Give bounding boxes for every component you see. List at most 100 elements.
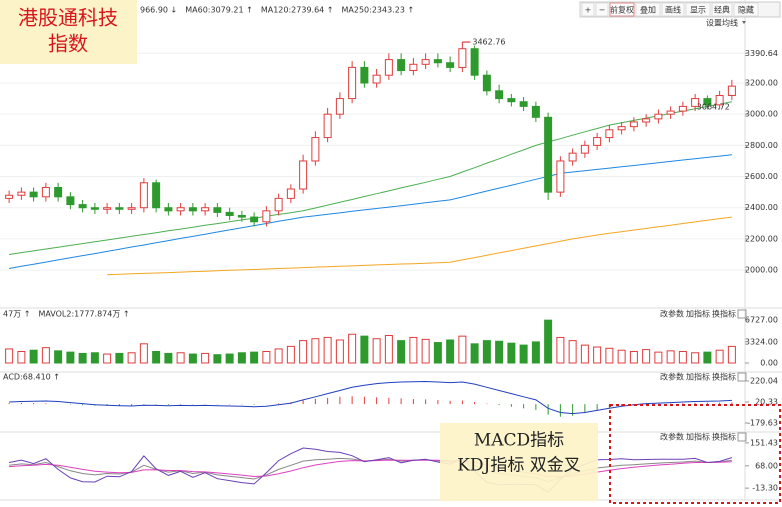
candle-body xyxy=(29,191,38,198)
toolbar-label[interactable]: 经典 xyxy=(714,5,730,15)
panel-button[interactable]: 加指标 xyxy=(686,372,710,382)
toolbar-button[interactable] xyxy=(581,2,595,17)
y-tick-label: 0.00 xyxy=(760,359,778,368)
volume-bar xyxy=(152,350,161,364)
volume-bar xyxy=(90,352,99,364)
toolbar-button[interactable] xyxy=(661,2,685,17)
y-tick-label: 2200.00 xyxy=(745,234,778,243)
candle-body xyxy=(642,118,651,123)
y-tick-label: 2800.00 xyxy=(745,141,778,150)
candle-body xyxy=(139,182,148,209)
volume-bar xyxy=(715,349,724,364)
candle-body xyxy=(348,66,357,100)
close-button[interactable] xyxy=(737,309,747,319)
volume-bar xyxy=(188,353,197,364)
last-label: 3064.72 xyxy=(697,102,730,111)
volume-bar xyxy=(311,338,320,364)
toolbar-button[interactable] xyxy=(711,2,733,17)
candle-body xyxy=(654,113,663,120)
y-tick-label: 3390.64 xyxy=(745,49,778,58)
toolbar-button[interactable] xyxy=(595,2,609,17)
candle-body xyxy=(66,196,75,206)
note-callout-box xyxy=(440,423,598,501)
volume-bar xyxy=(409,336,418,364)
volume-bar xyxy=(360,335,369,364)
candle-body xyxy=(691,98,700,107)
volume-bar xyxy=(274,348,283,364)
max-label: 3462.76 xyxy=(472,38,505,47)
toolbar-button[interactable] xyxy=(685,2,711,17)
volume-bar xyxy=(225,353,234,364)
volume-bar xyxy=(54,350,63,364)
volume-bar xyxy=(470,343,479,364)
candle-body xyxy=(531,105,540,118)
volume-bar xyxy=(348,333,357,364)
ma-settings[interactable]: 设置均线 xyxy=(706,18,738,28)
note-callout: MACD指标 xyxy=(474,431,564,451)
volume-bar xyxy=(103,353,112,364)
volume-bar xyxy=(458,335,467,364)
volume-bar xyxy=(507,342,516,364)
candle-body xyxy=(237,215,246,218)
candle-body xyxy=(482,74,491,92)
toolbar-label[interactable]: 画线 xyxy=(665,5,681,15)
candle-body xyxy=(495,90,504,100)
toolbar-label[interactable]: − xyxy=(599,6,606,15)
legend-entry: MA250:2343.23 ↑ xyxy=(342,6,415,15)
volume-bar xyxy=(654,351,663,364)
close-button[interactable] xyxy=(737,372,747,382)
panel-button[interactable]: 改参数 xyxy=(660,432,684,442)
toolbar-button[interactable] xyxy=(635,2,661,17)
panel-button[interactable]: 换指标 xyxy=(712,309,736,319)
volume-bar xyxy=(397,340,406,364)
volume-bar xyxy=(323,336,332,364)
volume-bar xyxy=(17,350,26,364)
y-tick-label: 3200.00 xyxy=(745,79,778,88)
volume-bar xyxy=(372,338,381,364)
indicator-line xyxy=(9,380,732,415)
y-tick-label: 3324.00 xyxy=(745,337,778,346)
volume-bar xyxy=(446,339,455,364)
toolbar-button[interactable] xyxy=(733,2,759,17)
candle-body xyxy=(323,113,332,139)
candle-body xyxy=(262,210,271,223)
candle-body xyxy=(421,59,430,65)
candle-body xyxy=(103,207,112,210)
toolbar-label[interactable]: 隐藏 xyxy=(738,5,754,15)
y-tick-label: 2600.00 xyxy=(745,172,778,181)
volume-bar xyxy=(29,349,38,364)
panel-button[interactable]: 换指标 xyxy=(712,432,736,442)
candle-body xyxy=(115,207,124,210)
toolbar-label[interactable]: + xyxy=(585,6,592,15)
candle-body xyxy=(617,126,626,131)
toolbar-label[interactable]: 显示 xyxy=(690,6,706,15)
volume-bar xyxy=(568,340,577,364)
volume-bar xyxy=(544,319,553,364)
y-tick-label: 151.43 xyxy=(750,438,778,447)
candle-body xyxy=(41,186,50,198)
candle-body xyxy=(605,129,614,139)
panel-button[interactable]: 改参数 xyxy=(660,309,684,319)
volume-bar xyxy=(250,351,259,364)
toolbar-button[interactable] xyxy=(609,2,635,17)
toolbar-label[interactable]: 前复权 xyxy=(610,5,634,15)
candle-body xyxy=(225,211,234,217)
toolbar-label[interactable]: 叠加 xyxy=(640,5,656,15)
indicator-line xyxy=(9,154,732,269)
volume-bar xyxy=(605,347,614,364)
volume-bar xyxy=(5,348,14,364)
volume-bar xyxy=(384,335,393,364)
volume-bar xyxy=(421,338,430,364)
title-callout: 指数 xyxy=(48,32,88,56)
close-button[interactable] xyxy=(737,432,747,442)
panel-button[interactable]: 换指标 xyxy=(712,372,736,382)
panel-button[interactable]: 改参数 xyxy=(660,372,684,382)
panel-button[interactable]: 加指标 xyxy=(686,432,710,442)
y-tick-label: -179.63 xyxy=(747,419,778,428)
panel-button[interactable]: 加指标 xyxy=(686,309,710,319)
candle-body xyxy=(54,186,63,198)
volume-bar xyxy=(593,346,602,364)
candle-body xyxy=(519,101,528,107)
candle-body xyxy=(176,207,185,212)
